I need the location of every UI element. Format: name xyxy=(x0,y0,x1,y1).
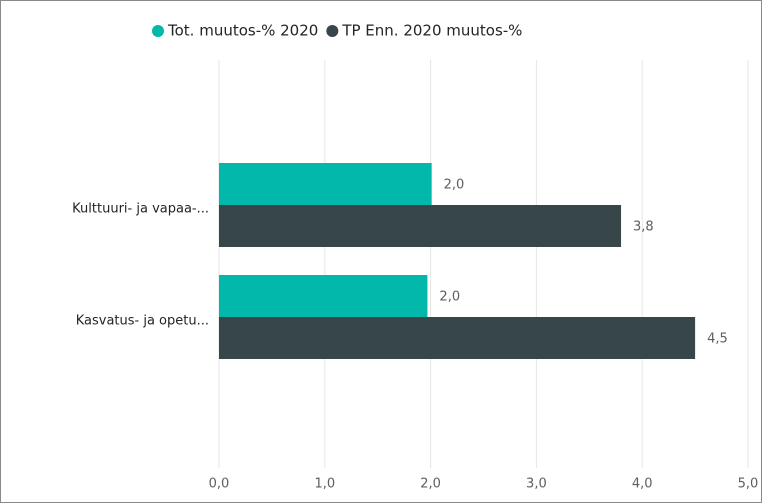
legend-label: TP Enn. 2020 muutos-% xyxy=(341,22,522,40)
bar xyxy=(219,163,432,205)
data-label: 3,8 xyxy=(633,220,654,235)
x-tick-label: 1,0 xyxy=(314,477,335,492)
x-tick-label: 2,0 xyxy=(420,477,441,492)
legend: Tot. muutos-% 2020 TP Enn. 2020 muutos-% xyxy=(152,22,522,40)
legend-marker xyxy=(326,25,339,37)
bar xyxy=(219,275,428,317)
category-label: Kasvatus- ja opetu... xyxy=(76,314,209,329)
legend-label: Tot. muutos-% 2020 xyxy=(167,22,318,40)
legend-marker xyxy=(152,25,164,37)
x-tick-label: 4,0 xyxy=(632,477,653,492)
data-label: 4,5 xyxy=(707,332,728,347)
data-label: 2,0 xyxy=(444,178,465,193)
category-label: Kulttuuri- ja vapaa-... xyxy=(72,202,209,217)
x-tick-label: 0,0 xyxy=(209,477,230,492)
x-tick-label: 3,0 xyxy=(526,477,547,492)
bar xyxy=(219,317,696,359)
data-label: 2,0 xyxy=(439,290,460,305)
x-tick-label: 5,0 xyxy=(738,477,759,492)
bar xyxy=(219,205,622,247)
